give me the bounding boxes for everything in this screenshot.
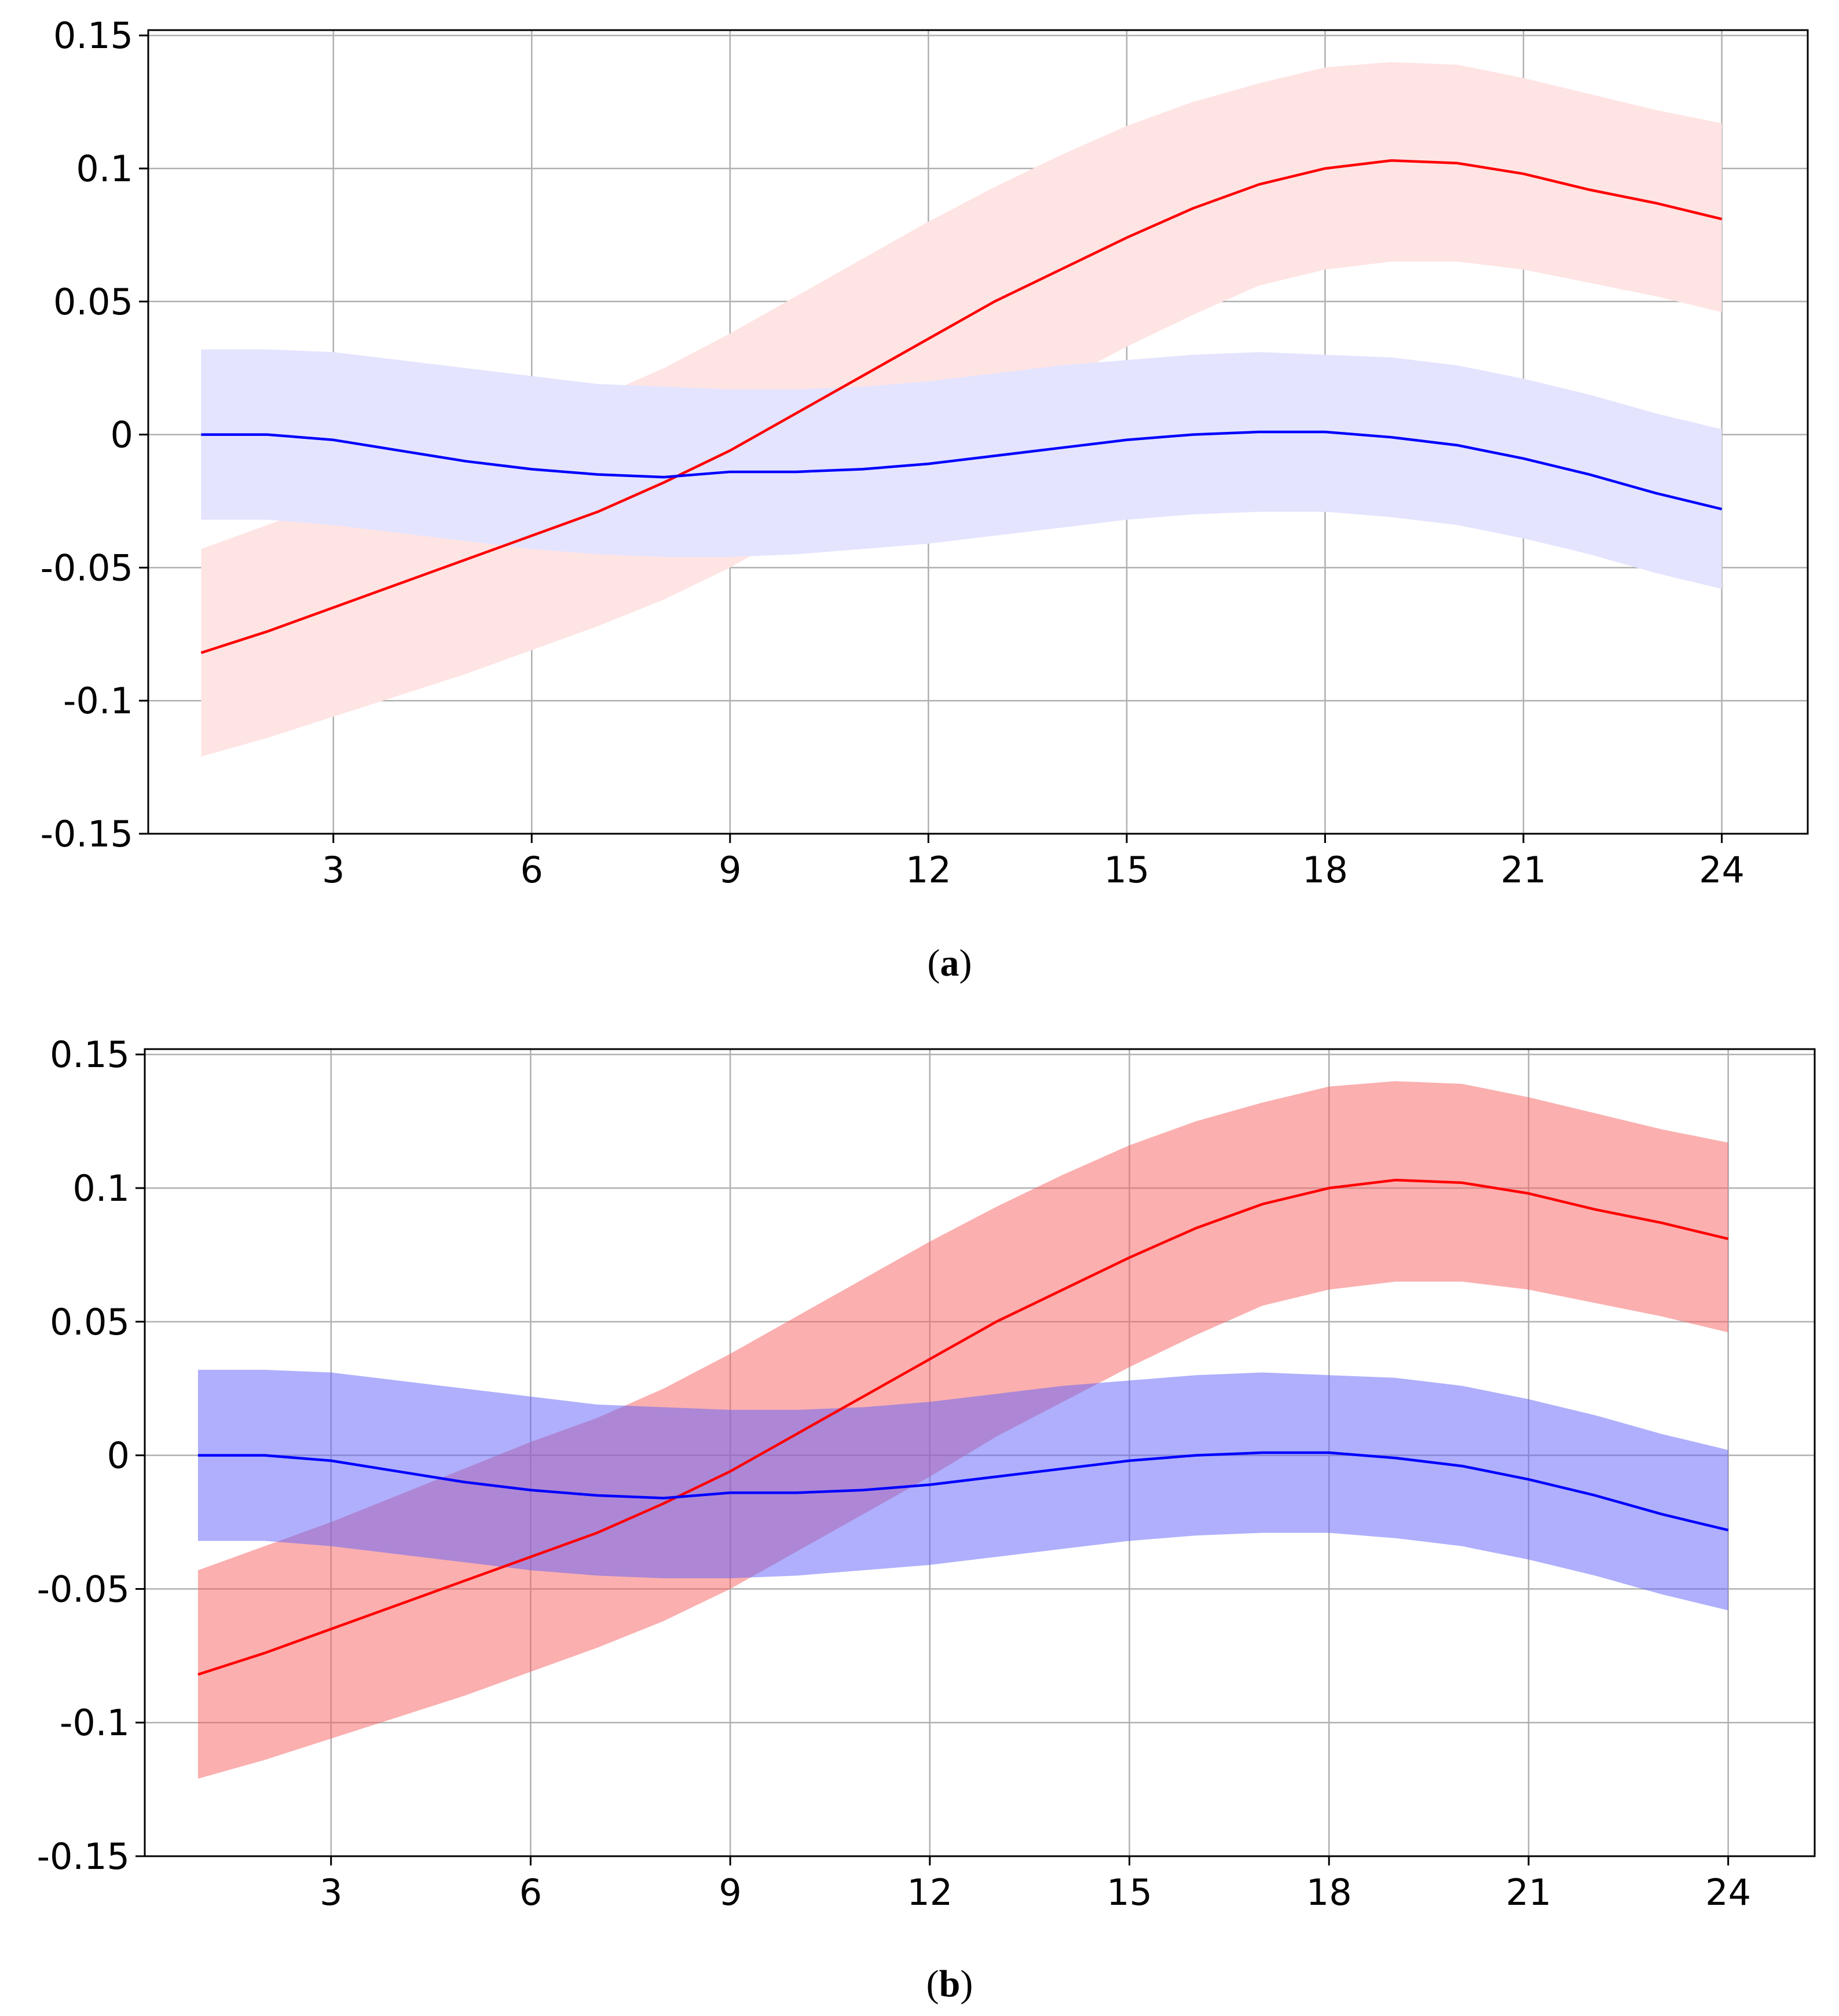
x-tick-label: 12: [907, 1871, 953, 1914]
x-tick-label: 6: [521, 849, 543, 891]
series-line-blue: [201, 430, 1723, 511]
y-tick-label: -0.05: [37, 1568, 130, 1610]
x-tick-label: 9: [719, 849, 741, 891]
y-tick-label: 0.05: [53, 281, 133, 323]
y-tick-label: 0.1: [76, 148, 133, 190]
caption-b-letter: b: [939, 1963, 961, 2005]
x-tick-label: 18: [1306, 1871, 1352, 1914]
series-line-red: [197, 1178, 1729, 1676]
y-tick-label: 0.15: [53, 14, 133, 57]
y-tick-label: -0.1: [63, 680, 133, 722]
band-blue: [201, 349, 1722, 589]
x-tick-label: 15: [1104, 849, 1149, 891]
y-tick-label: 0.05: [50, 1301, 130, 1343]
x-tick-label: 24: [1705, 1871, 1751, 1914]
caption-a: (a): [928, 942, 972, 984]
series-line-blue: [197, 1451, 1729, 1532]
x-tick-label: 15: [1107, 1871, 1152, 1914]
plot-frame: [144, 1048, 1816, 1857]
band-blue: [197, 1369, 1728, 1611]
y-tick-label: -0.05: [41, 547, 133, 589]
y-tick-label: 0.15: [50, 1033, 130, 1076]
y-tick-label: -0.1: [60, 1702, 130, 1744]
x-tick-label: 12: [906, 849, 951, 891]
x-tick-label: 3: [320, 1871, 342, 1914]
y-tick-label: 0: [107, 1435, 130, 1477]
y-tick-label: 0: [111, 414, 133, 456]
y-tick-label: -0.15: [37, 1835, 130, 1878]
x-tick-label: 18: [1302, 849, 1348, 891]
y-tick-label: 0.1: [72, 1167, 130, 1209]
x-tick-label: 3: [322, 849, 345, 891]
x-tick-label: 21: [1505, 1871, 1551, 1914]
x-tick-label: 6: [519, 1871, 542, 1914]
plot-frame: [147, 29, 1809, 835]
caption-b: (b): [926, 1963, 973, 2005]
chart-panel-a: 3 6 9 12 15 18 21 24 -0.15 -0.1 -0.05 0 0.05 0.1 0.15: [41, 14, 1809, 891]
series-line-red: [200, 159, 1723, 654]
x-tick-label: 24: [1699, 849, 1745, 891]
caption-a-letter: a: [940, 942, 959, 984]
x-tick-label: 9: [719, 1871, 741, 1914]
chart-panel-b: 3 6 9 12 15 18 21 24 -0.15 -0.1 -0.05 0 0.05 0.1 0.15: [37, 1033, 1816, 1914]
x-tick-label: 21: [1501, 849, 1547, 891]
y-tick-label: -0.15: [41, 813, 133, 855]
